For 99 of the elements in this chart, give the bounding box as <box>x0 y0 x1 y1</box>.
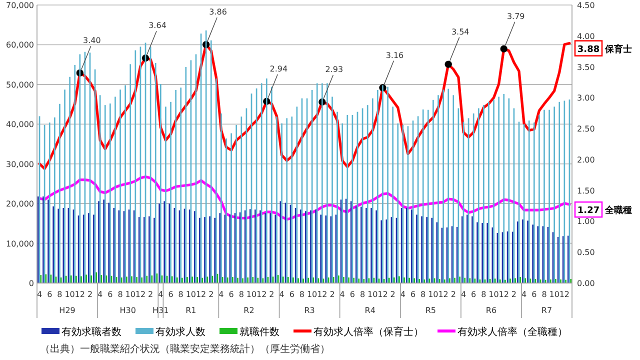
x-tick-label: 10 <box>368 290 378 299</box>
data-label: 2.93 <box>325 64 344 74</box>
y2-tick-label: 4.00 <box>577 32 595 41</box>
x-tick-label: 2 <box>390 290 396 299</box>
x-tick-label: 4 <box>340 290 345 299</box>
x-tick-label: 8 <box>299 290 305 299</box>
y-tick-label: 0 <box>28 279 34 288</box>
y2-tick-label: 3.00 <box>577 94 595 103</box>
x-tick-label: 8 <box>178 290 184 299</box>
x-tick-label: 4 <box>279 290 284 299</box>
x-tick-label: 4 <box>158 290 164 299</box>
x-tick-label: 4 <box>98 290 103 299</box>
text: 保育士 <box>604 42 632 55</box>
y-tick-label: 70,000 <box>6 1 34 10</box>
x-tick-label: 2 <box>208 290 214 299</box>
text: （出典）一般職業紹介状況（職業安定業務統計）（厚生労働省） <box>40 343 330 355</box>
x-tick-label: 10 <box>246 290 257 299</box>
text: H30 <box>120 306 136 315</box>
x-tick-label: 2 <box>148 290 154 299</box>
legend-label: 有効求人倍率（全職種） <box>458 326 568 338</box>
text: R1 <box>186 306 196 315</box>
text: R7 <box>541 306 552 315</box>
x-tick-label: 8 <box>118 290 123 299</box>
x-tick-label: 4 <box>400 290 406 299</box>
x-tick-label: 10 <box>186 290 196 299</box>
y-tick-label: 40,000 <box>6 120 34 130</box>
x-tick-label: 12 <box>256 290 267 299</box>
y2-tick-label: 1.50 <box>577 186 595 196</box>
data-label: 1.27 <box>577 206 600 216</box>
y2-tick-label: 1.00 <box>577 217 595 226</box>
x-tick-label: 8 <box>481 290 486 299</box>
y-tick-label: 50,000 <box>6 80 34 90</box>
x-tick-label: 6 <box>228 290 234 299</box>
y2-tick-label: 2.00 <box>577 155 595 164</box>
x-tick-label: 6 <box>47 290 52 299</box>
x-tick-label: 6 <box>350 290 355 299</box>
text: R2 <box>244 306 254 315</box>
x-tick-label: 6 <box>410 290 416 299</box>
x-tick-label: 4 <box>522 290 527 299</box>
y-tick-label: 30,000 <box>6 160 34 169</box>
x-tick-label: 10 <box>549 290 560 299</box>
data-label: 3.54 <box>451 27 470 36</box>
data-label: 2.94 <box>270 64 288 74</box>
y2-tick-label: 3.50 <box>577 62 595 72</box>
x-tick-label: 12 <box>559 290 570 299</box>
x-tick-label: 2 <box>269 290 274 299</box>
x-tick-label: 2 <box>330 290 335 299</box>
y2-tick-label: 0.00 <box>577 279 595 288</box>
x-tick-label: 8 <box>542 290 547 299</box>
x-tick-label: 8 <box>360 290 366 299</box>
text: R6 <box>486 306 497 315</box>
text: H31 <box>152 306 169 315</box>
x-tick-label: 12 <box>498 290 509 299</box>
x-tick-label: 12 <box>74 290 85 299</box>
y2-tick-label: 2.50 <box>577 124 595 134</box>
text: R5 <box>425 306 436 315</box>
x-tick-label: 4 <box>460 290 466 299</box>
x-tick-label: 4 <box>36 290 42 299</box>
x-tick-label: 2 <box>87 290 93 299</box>
x-tick-label: 12 <box>317 290 328 299</box>
legend-label: 有効求職者数 <box>62 326 122 338</box>
y-tick-label: 10,000 <box>6 239 34 248</box>
y-tick-label: 20,000 <box>6 200 34 209</box>
x-tick-label: 8 <box>57 290 62 299</box>
y-tick-label: 60,000 <box>6 40 34 50</box>
legend-label: 有効求人数 <box>156 326 206 338</box>
x-tick-label: 12 <box>135 290 146 299</box>
data-label: 3.40 <box>82 36 101 45</box>
x-tick-label: 10 <box>306 290 318 299</box>
x-tick-label: 8 <box>238 290 244 299</box>
y2-tick-label: 0.50 <box>577 248 595 258</box>
x-tick-label: 6 <box>289 290 294 299</box>
text: H29 <box>59 306 76 315</box>
x-tick-label: 6 <box>108 290 113 299</box>
x-tick-label: 10 <box>64 290 75 299</box>
data-label: 3.88 <box>577 44 600 55</box>
x-tick-label: 10 <box>428 290 438 299</box>
x-tick-label: 2 <box>511 290 517 299</box>
data-label: 3.64 <box>148 21 166 30</box>
text: R3 <box>304 306 315 315</box>
x-tick-label: 6 <box>471 290 476 299</box>
x-tick-label: 6 <box>532 290 537 299</box>
legend-label: 就職件数 <box>240 326 280 338</box>
text: R4 <box>364 306 376 315</box>
data-label: 3.79 <box>506 12 525 21</box>
x-tick-label: 6 <box>168 290 174 299</box>
x-tick-label: 10 <box>125 290 136 299</box>
legend-label: 有効求人倍率（保育士） <box>314 326 424 338</box>
x-tick-label: 4 <box>218 290 224 299</box>
x-tick-label: 2 <box>450 290 456 299</box>
x-tick-label: 12 <box>196 290 206 299</box>
x-tick-label: 12 <box>438 290 448 299</box>
y2-tick-label: 4.50 <box>577 1 595 10</box>
text: 全職種 <box>604 205 632 216</box>
x-tick-label: 12 <box>378 290 388 299</box>
data-label: 3.86 <box>209 8 227 17</box>
data-label: 3.16 <box>386 50 404 60</box>
x-tick-label: 10 <box>488 290 499 299</box>
x-tick-label: 8 <box>420 290 426 299</box>
